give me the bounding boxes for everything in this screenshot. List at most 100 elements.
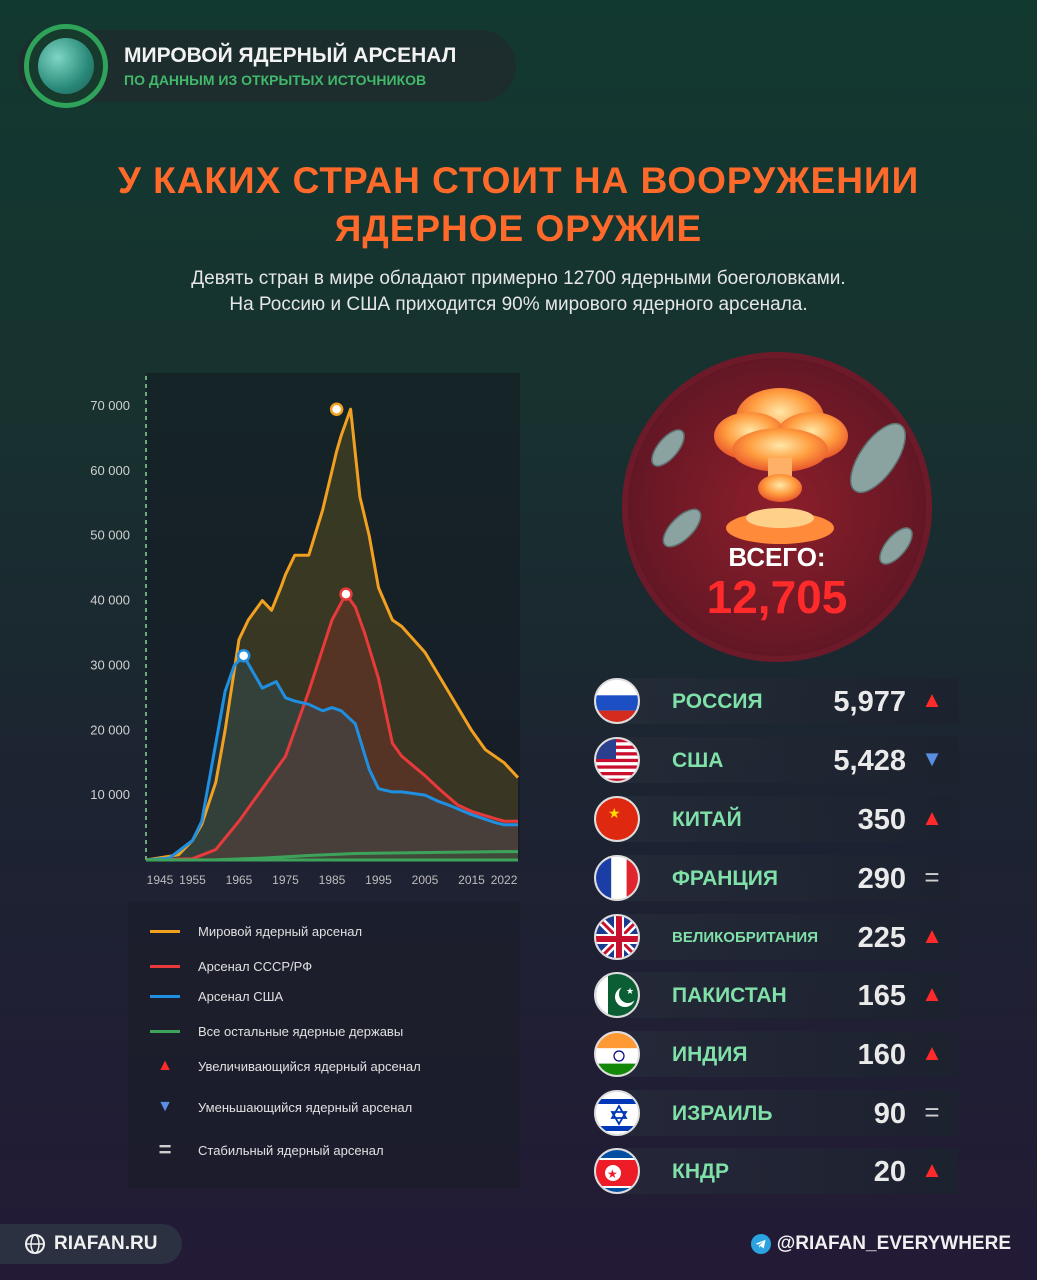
x-tick-label: 2015 — [458, 873, 485, 887]
legend-label-increasing: Увеличивающийся ядерный арсенал — [198, 1058, 421, 1074]
country-name: ФРАНЦИЯ — [672, 867, 778, 890]
series-area-1 — [146, 594, 518, 860]
total-value: 12,705 — [706, 571, 848, 623]
flag-china-icon: ★ — [594, 796, 640, 842]
country-bar — [616, 914, 958, 960]
y-tick-label: 30 000 — [90, 657, 130, 672]
country-row-china: ★ КИТАЙ 350 ▲ — [594, 796, 958, 842]
country-value: 160 — [857, 1039, 906, 1071]
country-row-usa: США 5,428 ▼ — [594, 737, 958, 783]
y-tick-label: 10 000 — [90, 787, 130, 802]
triangle-up-icon: ▲ — [157, 1057, 173, 1074]
arsenal-line-chart: 10 000 20 000 30 000 40 000 50 000 60 000 70 0… — [90, 373, 520, 887]
legend-label-usa: Арсенал США — [198, 989, 284, 1004]
peak-marker — [329, 402, 344, 416]
legend-label-others: Все остальные ядерные державы — [198, 1024, 404, 1039]
country-row-india: ИНДИЯ 160 ▲ — [594, 1031, 958, 1077]
legend-swatch-others — [150, 1030, 180, 1033]
main-title-line-1: У КАКИХ СТРАН СТОИТ НА ВООРУЖЕНИИ — [117, 160, 920, 201]
legend-swatch-ussr — [150, 965, 180, 968]
country-bar — [616, 1090, 958, 1136]
equals-icon: = — [158, 1137, 172, 1162]
header-subtitle: ПО ДАННЫМ ИЗ ОТКРЫТЫХ ИСТОЧНИКОВ — [124, 72, 427, 88]
footer-site[interactable]: RIAFAN.RU — [24, 1233, 157, 1255]
x-tick-label: 1945 — [147, 873, 174, 887]
country-row-russia: РОССИЯ 5,977 ▲ — [594, 678, 958, 724]
country-value: 165 — [857, 980, 906, 1012]
flag-india-icon — [594, 1031, 640, 1077]
country-bar — [616, 678, 958, 724]
x-tick-label: 2005 — [412, 873, 439, 887]
mushroom-cloud-icon — [651, 388, 913, 565]
country-name: КНДР — [672, 1160, 729, 1183]
telegram-icon — [750, 1234, 771, 1254]
country-row-pakistan: ★ ПАКИСТАН 165 ▲ — [594, 972, 958, 1018]
legend-item-others: Все остальные ядерные державы — [150, 1024, 403, 1039]
country-row-north-korea: ★ КНДР 20 ▲ — [594, 1148, 958, 1194]
x-tick-label: 1995 — [365, 873, 392, 887]
triangle-down-icon: ▼ — [157, 1098, 173, 1115]
legend-item-ussr: Арсенал СССР/РФ — [150, 959, 312, 974]
footer-site-label: RIAFAN.RU — [54, 1233, 158, 1254]
peak-marker — [339, 587, 353, 601]
country-value: 225 — [857, 922, 906, 954]
y-tick-label: 50 000 — [90, 528, 130, 543]
legend-item-usa: Арсенал США — [150, 989, 283, 1004]
country-bar — [616, 737, 958, 783]
svg-text:★: ★ — [608, 805, 621, 821]
country-value: 5,977 — [833, 686, 906, 718]
total-label: ВСЕГО: — [728, 542, 826, 572]
legend-item-stable: = Стабильный ядерный арсенал — [150, 1137, 384, 1163]
country-bar — [616, 855, 958, 901]
svg-text:★: ★ — [626, 986, 634, 996]
header-title: МИРОВОЙ ЯДЕРНЫЙ АРСЕНАЛ — [124, 44, 457, 67]
series-area-2 — [146, 655, 518, 860]
legend-item-increasing: ▲ Увеличивающийся ядерный арсенал — [150, 1057, 421, 1075]
x-tick-label: 1985 — [319, 873, 346, 887]
flag-russia-icon — [594, 678, 640, 724]
legend-item-world: Мировой ядерный арсенал — [150, 924, 362, 939]
country-name: ПАКИСТАН — [672, 984, 787, 1007]
country-name: США — [672, 749, 724, 772]
footer-telegram-label: @RIAFAN_EVERYWHERE — [776, 1233, 1011, 1254]
globe-icon — [25, 1234, 45, 1254]
subtitle-line-1: Девять стран в мире обладают примерно 12… — [191, 268, 846, 289]
country-row-france: ФРАНЦИЯ 290 = — [594, 855, 958, 901]
y-tick-label: 40 000 — [90, 593, 130, 608]
x-tick-label: 2022 — [491, 873, 518, 887]
flag-israel-icon — [594, 1090, 640, 1136]
x-tick-label: 1965 — [226, 873, 253, 887]
country-value: 20 — [873, 1156, 906, 1188]
series-line-1 — [145, 592, 518, 862]
country-row-israel: ИЗРАИЛЬ 90 = — [594, 1090, 958, 1136]
series-area-0 — [146, 409, 518, 860]
country-value: 290 — [857, 863, 906, 895]
flag-uk-icon — [594, 914, 640, 960]
country-value: 350 — [857, 804, 906, 836]
trend-up-icon: ▲ — [921, 687, 943, 712]
legend-label-ussr: Арсенал СССР/РФ — [198, 959, 313, 974]
series-line-2 — [145, 654, 518, 862]
total-circle — [622, 352, 932, 662]
trend-down-icon: ▼ — [921, 746, 943, 771]
legend — [128, 902, 520, 1188]
y-tick-label: 20 000 — [90, 722, 130, 737]
subtitle-line-2: На Россию и США приходится 90% мирового … — [229, 294, 808, 315]
main-title-line-2: ЯДЕРНОЕ ОРУЖИЕ — [334, 208, 703, 249]
country-row-uk: ВЕЛИКОБРИТАНИЯ 225 ▲ — [594, 914, 958, 960]
legend-item-decreasing: ▼ Уменьшающийся ядерный арсенал — [150, 1098, 412, 1116]
flag-usa-icon — [594, 737, 640, 783]
series-line-0 — [145, 407, 520, 862]
trend-eq-icon: = — [924, 862, 940, 892]
x-tick-label: 1955 — [179, 873, 206, 887]
trend-up-icon: ▲ — [921, 981, 943, 1006]
flag-france-icon — [594, 855, 640, 901]
country-name: ВЕЛИКОБРИТАНИЯ — [672, 929, 818, 946]
country-value: 90 — [873, 1098, 906, 1130]
country-value: 5,428 — [833, 745, 906, 777]
footer-telegram[interactable]: @RIAFAN_EVERYWHERE — [750, 1233, 1011, 1255]
trend-up-icon: ▲ — [921, 1040, 943, 1065]
legend-label-decreasing: Уменьшающийся ядерный арсенал — [198, 1099, 413, 1115]
legend-label-world: Мировой ядерный арсенал — [198, 924, 363, 939]
peak-marker — [236, 648, 251, 663]
